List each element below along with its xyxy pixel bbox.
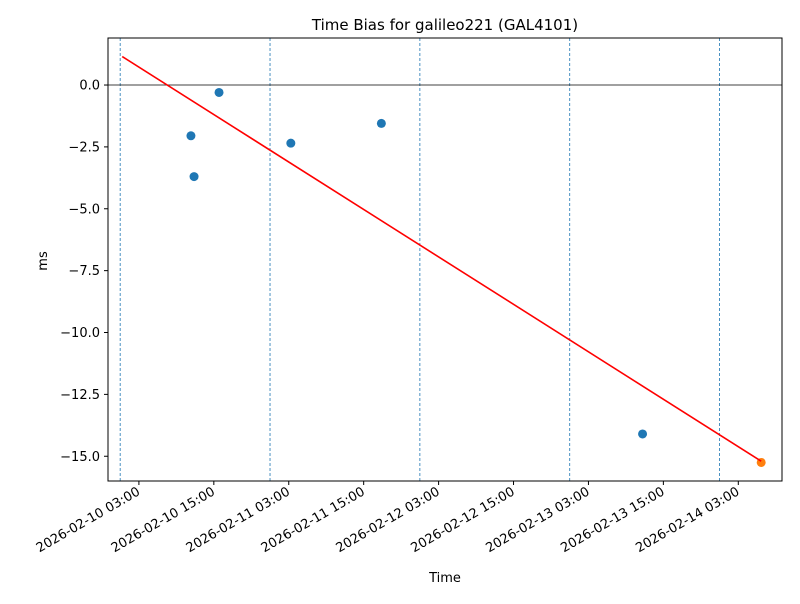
plot-frame xyxy=(107,37,783,482)
x-axis-label: Time xyxy=(428,571,461,586)
data-point xyxy=(214,87,224,97)
trend-line xyxy=(121,55,762,462)
data-point xyxy=(186,131,196,141)
y-axis-label: ms xyxy=(36,251,51,271)
chart-title: Time Bias for galileo221 (GAL4101) xyxy=(311,16,578,34)
y-tick-label: −12.5 xyxy=(60,388,100,403)
y-tick-label: −10.0 xyxy=(60,326,100,341)
y-tick-label: 0.0 xyxy=(79,79,100,94)
y-tick-label: −2.5 xyxy=(68,140,100,155)
data-point xyxy=(189,172,199,182)
y-tick-label: −15.0 xyxy=(60,450,100,465)
data-point xyxy=(286,138,296,148)
data-point xyxy=(638,429,648,439)
y-tick-label: −7.5 xyxy=(68,264,100,279)
y-tick-label: −5.0 xyxy=(68,202,100,217)
data-point xyxy=(376,118,386,128)
